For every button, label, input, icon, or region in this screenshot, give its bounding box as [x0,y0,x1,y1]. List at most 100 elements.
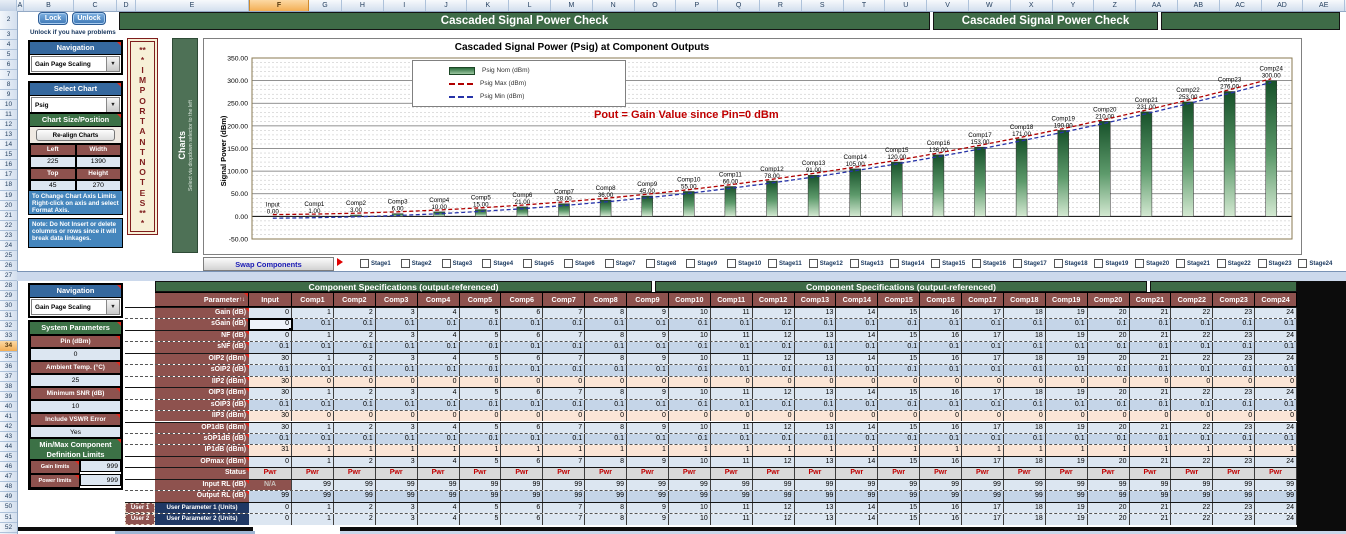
cell-status-comp15[interactable]: Pwr [878,468,921,479]
cell-output-comp20[interactable]: 99 [1087,491,1130,502]
unlock-button[interactable]: Unlock [72,12,106,25]
cell-input-comp1[interactable]: 99 [292,479,334,491]
cell-soip3-comp5[interactable]: 0.1 [459,399,502,411]
chevron-down-icon[interactable]: ▼ [106,300,119,314]
cell-sop1db-comp21[interactable]: 0.1 [1129,433,1172,445]
cell-ip1db-comp7[interactable]: 1 [543,445,586,456]
cell-gain-comp15[interactable]: 15 [878,308,921,319]
cell-output-comp11[interactable]: 99 [710,491,753,502]
cell-user-comp1[interactable]: 1 [292,514,334,525]
cell-iip3-comp12[interactable]: 0 [752,411,795,422]
column-header-comp10[interactable]: Comp10 [668,292,711,307]
column-header-comp1[interactable]: Comp1 [292,292,334,307]
cell-sop1db-comp10[interactable]: 0.1 [668,433,711,445]
cell-output-comp9[interactable]: 99 [627,491,669,502]
cell-gain-comp13[interactable]: 13 [794,308,837,319]
column-header-R[interactable]: R [760,0,802,11]
row-header-32[interactable]: 32 [0,321,17,332]
cell-sop1db-comp12[interactable]: 0.1 [752,433,795,445]
left-value[interactable]: 225 [30,156,76,168]
cell-opmax-comp19[interactable]: 19 [1045,456,1088,468]
checkbox-stage15[interactable] [931,259,941,268]
cell-iip2-comp4[interactable]: 0 [417,376,460,388]
cell-iip2-comp7[interactable]: 0 [543,376,586,388]
cell-snf-comp8[interactable]: 0.1 [585,342,627,353]
column-header-Z[interactable]: Z [1094,0,1137,11]
cell-input-comp8[interactable]: 99 [585,479,627,491]
cell-oip2-comp9[interactable]: 9 [627,353,669,365]
cell-user-comp21[interactable]: 21 [1129,502,1172,514]
row-header-19[interactable]: 19 [0,191,17,201]
cell-status-comp10[interactable]: Pwr [668,468,711,479]
row-header-column[interactable]: 2 3 4 5 6 7 8 9 10 11 12 13 14 15 16 17 18 19 20 21 22 23 24 25… [0,11,18,534]
row-header-30[interactable]: 30 [0,301,17,312]
cell-sop1db-comp23[interactable]: 0.1 [1213,433,1256,445]
cell-oip3-comp5[interactable]: 5 [459,388,502,399]
cell-soip2-comp19[interactable]: 0.1 [1045,365,1088,376]
cell-nf-comp5[interactable]: 5 [459,330,502,342]
cell-oip2-comp24[interactable]: 24 [1255,353,1297,365]
cell-sop1db-comp8[interactable]: 0.1 [585,433,627,445]
cell-oip3-comp2[interactable]: 2 [333,388,376,399]
cell-soip3-comp7[interactable]: 0.1 [543,399,586,411]
cell-soip2-comp22[interactable]: 0.1 [1171,365,1214,376]
checkbox-stage9[interactable] [686,259,696,268]
gain-limits-value[interactable]: 999 [80,460,121,472]
cell-iip3-comp17[interactable]: 0 [962,411,1004,422]
column-header-E[interactable]: E [136,0,249,11]
checkbox-stage13[interactable] [849,259,859,268]
cell-nf-comp22[interactable]: 22 [1171,330,1214,342]
row-header-27[interactable]: 27 [0,271,17,282]
cell-op1db-comp12[interactable]: 12 [752,422,795,433]
cell-nf-input[interactable]: 0 [249,330,292,342]
cell-gain-comp5[interactable]: 5 [459,308,502,319]
cell-soip3-comp10[interactable]: 0.1 [668,399,711,411]
cell-opmax-comp20[interactable]: 20 [1087,456,1130,468]
cell-user-input[interactable]: 0 [249,502,292,514]
cell-sgain-comp4[interactable]: 0.1 [417,319,460,330]
cell-user-comp16[interactable]: 16 [920,502,962,514]
cell-oip3-comp21[interactable]: 21 [1129,388,1172,399]
cell-snf-comp12[interactable]: 0.1 [752,342,795,353]
column-header-comp15[interactable]: Comp15 [878,292,921,307]
cell-gain-input[interactable]: 0 [249,308,292,319]
row-header-12[interactable]: 12 [0,120,17,131]
cell-status-comp14[interactable]: Pwr [836,468,879,479]
cell-oip3-comp22[interactable]: 22 [1171,388,1214,399]
cell-iip3-comp24[interactable]: 0 [1255,411,1297,422]
cell-opmax-comp9[interactable]: 9 [627,456,669,468]
cell-user-comp22[interactable]: 22 [1171,502,1214,514]
cell-gain-comp8[interactable]: 8 [585,308,627,319]
row-header-37[interactable]: 37 [0,372,17,382]
cell-oip3-comp11[interactable]: 11 [710,388,753,399]
row-header-34[interactable]: 34 [0,341,17,352]
cell-op1db-comp15[interactable]: 15 [878,422,921,433]
cell-user-comp23[interactable]: 23 [1213,502,1256,514]
cell-nf-comp13[interactable]: 13 [794,330,837,342]
cell-op1db-comp2[interactable]: 2 [333,422,376,433]
cell-gain-comp14[interactable]: 14 [836,308,879,319]
cell-ip1db-comp5[interactable]: 1 [459,445,502,456]
cell-output-comp13[interactable]: 99 [794,491,837,502]
checkbox-stage18[interactable] [1053,259,1063,268]
cell-iip3-comp18[interactable]: 0 [1003,411,1046,422]
cell-soip3-comp2[interactable]: 0.1 [333,399,376,411]
cell-nf-comp7[interactable]: 7 [543,330,586,342]
cell-sgain-comp17[interactable]: 0.1 [962,319,1004,330]
cell-output-comp2[interactable]: 99 [333,491,376,502]
checkbox-stage23[interactable] [1257,259,1267,268]
cell-oip2-comp10[interactable]: 10 [668,353,711,365]
cell-user-comp22[interactable]: 22 [1171,514,1214,525]
cell-user-comp16[interactable]: 16 [920,514,962,525]
cell-nf-comp20[interactable]: 20 [1087,330,1130,342]
cell-nf-comp16[interactable]: 16 [920,330,962,342]
cell-sgain-comp2[interactable]: 0.1 [333,319,376,330]
cell-iip2-input[interactable]: 30 [249,376,292,388]
swap-components-button[interactable]: Swap Components [203,257,334,271]
cell-user-comp12[interactable]: 12 [752,514,795,525]
column-header-comp6[interactable]: Comp6 [501,292,544,307]
cell-sgain-comp12[interactable]: 0.1 [752,319,795,330]
cell-opmax-comp23[interactable]: 23 [1213,456,1256,468]
cell-iip2-comp15[interactable]: 0 [878,376,921,388]
cell-snf-input[interactable]: 0.1 [249,342,292,353]
